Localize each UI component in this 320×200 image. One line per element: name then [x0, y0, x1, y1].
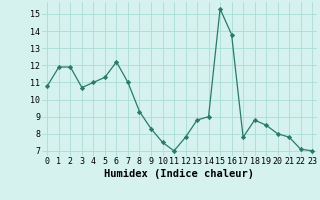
X-axis label: Humidex (Indice chaleur): Humidex (Indice chaleur) — [104, 169, 254, 179]
